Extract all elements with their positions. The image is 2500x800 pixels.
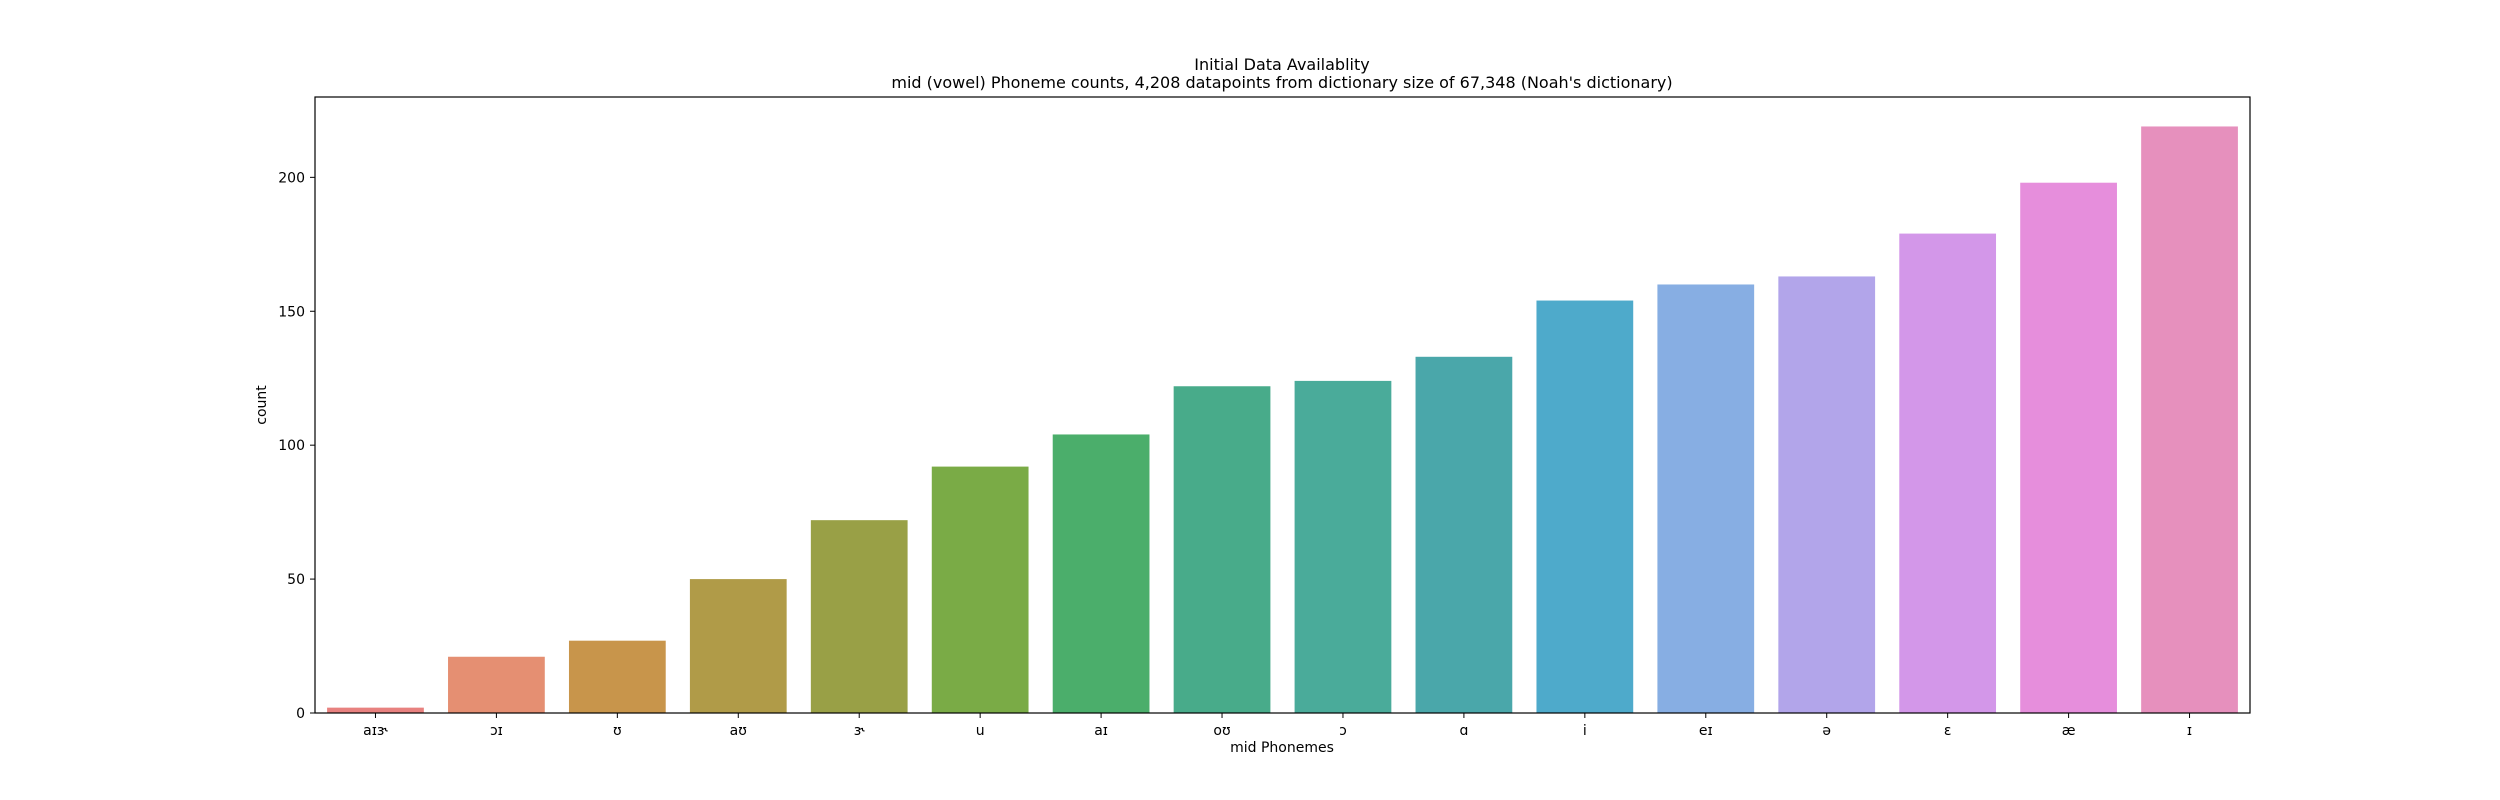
x-tick-label: æ bbox=[2062, 723, 2076, 739]
x-tick-label: ɛ bbox=[1944, 723, 1952, 739]
y-tick-label: 200 bbox=[278, 170, 305, 186]
x-tick-label: aɪ bbox=[1094, 723, 1108, 739]
plot-frame bbox=[314, 96, 2251, 714]
y-tick-label: 0 bbox=[296, 706, 305, 722]
bar-3 bbox=[689, 579, 787, 713]
bar-10 bbox=[1536, 300, 1634, 713]
y-tick-label: 150 bbox=[278, 304, 305, 320]
x-tick-label: eɪ bbox=[1699, 723, 1713, 739]
x-axis: aɪɝ ɔɪ ʊ aʊ ɝ u aɪ oʊ ɔ ɑ i eɪ ə ɛ æ ɪ bbox=[363, 713, 2192, 739]
y-axis: 0 50 100 150 200 bbox=[278, 170, 315, 722]
x-axis-label: mid Phonemes bbox=[1230, 740, 1334, 756]
bar-0 bbox=[327, 707, 424, 713]
bar-14 bbox=[2020, 182, 2117, 713]
x-tick-label: u bbox=[976, 723, 985, 739]
y-axis-label: count bbox=[254, 385, 270, 425]
bar-8 bbox=[1294, 380, 1392, 713]
x-tick-label: ɝ bbox=[854, 723, 865, 739]
y-tick-label: 100 bbox=[278, 438, 305, 454]
x-tick-label: ɔ bbox=[1339, 723, 1347, 739]
bar-6 bbox=[1052, 434, 1150, 713]
x-tick-label: ɪ bbox=[2187, 723, 2192, 739]
bars-group bbox=[327, 126, 2238, 713]
bar-4 bbox=[810, 520, 908, 713]
x-tick-label: ɔɪ bbox=[490, 723, 503, 739]
chart-title: Initial Data Availablity bbox=[1194, 55, 1369, 74]
x-tick-label: oʊ bbox=[1213, 723, 1230, 739]
bar-12 bbox=[1778, 276, 1876, 713]
bar-2 bbox=[568, 640, 666, 713]
x-tick-label: i bbox=[1583, 723, 1587, 739]
bar-13 bbox=[1899, 233, 1997, 713]
bar-15 bbox=[2141, 126, 2238, 713]
x-tick-label: aʊ bbox=[730, 723, 747, 739]
x-tick-label: ʊ bbox=[613, 723, 622, 739]
bar-9 bbox=[1415, 356, 1513, 713]
bar-7 bbox=[1173, 386, 1271, 713]
bar-11 bbox=[1657, 284, 1755, 713]
y-tick-label: 50 bbox=[287, 572, 305, 588]
bar-1 bbox=[448, 656, 545, 713]
bar-5 bbox=[931, 466, 1029, 713]
chart-subtitle: mid (vowel) Phoneme counts, 4,208 datapo… bbox=[891, 73, 1672, 92]
x-tick-label: ə bbox=[1822, 723, 1831, 739]
x-tick-label: ɑ bbox=[1459, 723, 1468, 739]
x-tick-label: aɪɝ bbox=[363, 723, 388, 739]
